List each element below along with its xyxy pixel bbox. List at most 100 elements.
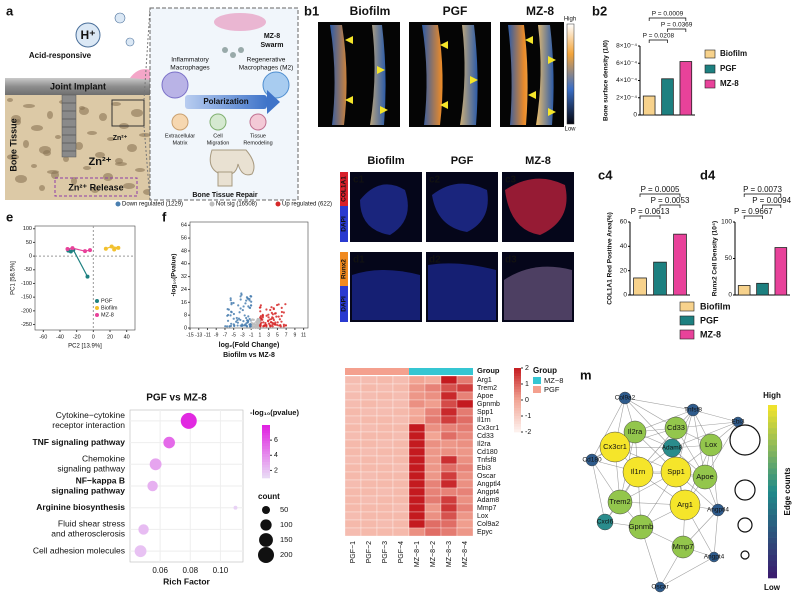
node-label: Tnfsf8 (684, 407, 702, 414)
cloud-dot (256, 317, 259, 321)
legend-marker (95, 299, 99, 303)
ct-image (318, 22, 400, 127)
cloud-dot (224, 325, 227, 328)
heat-cell (440, 455, 458, 465)
heat-cell (456, 471, 474, 481)
cloud-dot (280, 314, 283, 318)
heat-cell (408, 503, 426, 513)
column-label: MZ−8−4 (462, 541, 469, 567)
heat-cell (392, 527, 410, 537)
swarm-icon (214, 13, 266, 31)
edge (591, 459, 606, 523)
label: Macrophages (170, 65, 210, 72)
node-label: Oscar (651, 584, 669, 591)
category-label: Fluid shear stress (58, 519, 125, 529)
label: Acid-responsive (29, 51, 92, 60)
heat-cell (392, 471, 410, 481)
cloud-dot (226, 319, 230, 322)
colorbar-cell (262, 475, 270, 479)
node (623, 420, 647, 444)
particle (222, 47, 228, 53)
x-tick-label: -3 (240, 332, 245, 338)
heat-cell (424, 487, 442, 497)
size-legend-label: 100 (280, 520, 293, 529)
pore (107, 137, 115, 141)
panel-label: b2 (592, 3, 607, 18)
heat-cell (456, 447, 474, 457)
bone-pores (7, 98, 153, 195)
node (686, 403, 700, 417)
series-line (105, 245, 121, 251)
ct-bone (422, 25, 478, 125)
colorbar-cell (768, 405, 777, 412)
bar (679, 61, 693, 116)
axis-title: -log₁₀(Pvalue) (171, 254, 178, 297)
panel-label: a (6, 3, 14, 18)
polarization-arrow (185, 95, 267, 109)
heat-cell (392, 415, 410, 425)
heat-cell (408, 383, 426, 393)
y-tick-label: 6×10⁻⁴ (616, 60, 637, 67)
row-label: Angpt4 (477, 489, 499, 496)
column-label: PGF−4 (398, 541, 405, 563)
cloud-dot (225, 325, 229, 328)
y-tick-label: -250 (21, 322, 32, 328)
axis-title: log₂(Fold Change) (219, 342, 280, 349)
label: H⁺ (81, 28, 96, 42)
colorbar-cell (514, 421, 521, 425)
colorbar-cell (262, 446, 270, 450)
category-label: NF−kappa B (76, 475, 125, 485)
cloud-dot (258, 324, 262, 327)
bar (673, 233, 687, 296)
pore (63, 156, 69, 162)
bubble (147, 480, 158, 492)
tissue (504, 266, 572, 320)
cloud-dot (282, 325, 285, 328)
plot-frame (189, 221, 309, 329)
heat-cell (344, 407, 362, 417)
micro-ct (318, 22, 575, 127)
panel-label: d4 (700, 167, 716, 182)
node (711, 503, 725, 517)
panel-label: b1 (304, 3, 319, 18)
y-tick-label: 40 (620, 243, 628, 250)
heat-cell (344, 455, 362, 465)
heat-cell (360, 527, 378, 537)
pore (11, 115, 21, 123)
cloud-dot (272, 307, 275, 310)
implant-plate (5, 78, 155, 95)
label: Cell (213, 133, 222, 139)
bar (633, 277, 647, 296)
cloud-dot (230, 301, 233, 305)
heat-cell (424, 471, 442, 481)
column-label: PGF−2 (366, 541, 373, 563)
x-tick-label: 7 (285, 332, 288, 338)
colorbar-cell (262, 470, 270, 473)
size-legend-marker (258, 547, 274, 563)
node (585, 453, 599, 467)
y-tick-label: 16 (181, 300, 187, 306)
label: Zn²⁺ (89, 156, 112, 168)
heat-cell (360, 495, 378, 505)
cloud-dot (277, 303, 280, 306)
cloud-dot (249, 325, 252, 328)
heat-cell (408, 375, 426, 385)
panel-label: d1 (353, 255, 365, 266)
colorbar-label: 1 (525, 381, 529, 388)
tissue (428, 263, 496, 320)
heat-cell (392, 463, 410, 473)
colorbar-cell (262, 464, 270, 468)
pore (55, 135, 61, 139)
heat-cell (456, 479, 474, 489)
node (599, 431, 631, 463)
pore (23, 104, 35, 108)
colorbar-label: 0 (525, 397, 529, 404)
heat-cell (376, 399, 394, 409)
cloud-dot (259, 304, 262, 307)
heat-cell (424, 503, 442, 513)
node (664, 416, 688, 440)
pore (103, 173, 113, 181)
heat-cell (344, 423, 362, 433)
cloud-dot (241, 324, 244, 327)
